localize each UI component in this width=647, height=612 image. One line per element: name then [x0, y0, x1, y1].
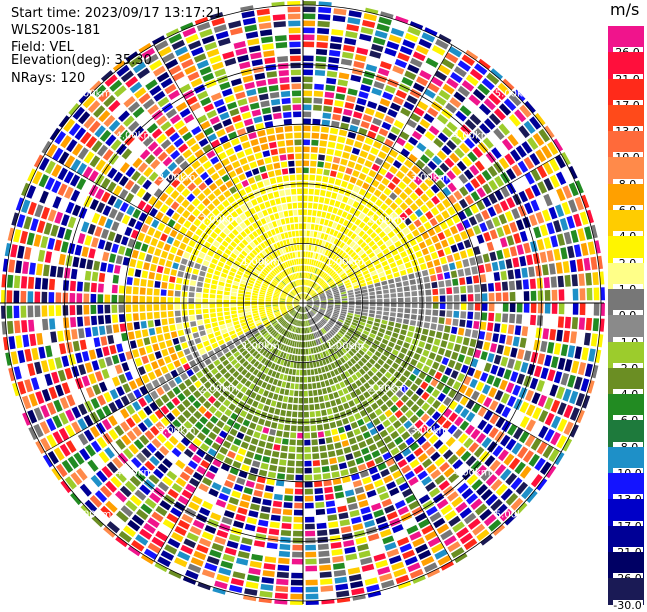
colorbar-cell: -30.0 [608, 578, 644, 611]
azimuth-spoke [305, 307, 453, 562]
colorbar-cell: 13.0 [608, 104, 644, 138]
range-ring-label: 3.00km [158, 173, 196, 184]
range-ring-label: 5.00km [495, 510, 533, 521]
colorbar-unit: m/s [610, 0, 640, 19]
range-ring-label: 3.00km [158, 425, 196, 436]
azimuth-spoke [44, 305, 299, 453]
colorbar-cell: -21.0 [608, 525, 644, 558]
colorbar-cell: 17.0 [608, 78, 644, 111]
azimuth-spoke [153, 307, 301, 562]
colorbar-cell: 21.0 [608, 52, 644, 85]
range-ring-label: 1.00km [242, 341, 280, 352]
azimuth-spoke [44, 153, 299, 301]
range-ring-label: 4.00km [453, 468, 491, 479]
ppi-range-rings [0, 0, 604, 604]
colorbar-cell: 10.0 [608, 131, 644, 164]
range-ring-label: 4.00km [453, 130, 491, 141]
colorbar-cell: -10.0 [608, 446, 644, 480]
colorbar-cell: 26.0 [608, 26, 644, 59]
azimuth-spoke [305, 44, 453, 299]
colorbar-cell: 8.0 [608, 157, 644, 190]
field-label: Field: VEL [11, 40, 74, 55]
ppi-gates [1, 1, 605, 605]
ppi-ring-labels: 1.00km 1.00km 1.00km 1.00km 2.00km 2.00km 2.00… [73, 88, 532, 520]
colorbar-cell: -13.0 [608, 473, 644, 506]
range-ring-label: 5.00km [73, 510, 111, 521]
range-ring-label: 1.00km [326, 341, 364, 352]
colorbar-tick-label: -30.0 [612, 598, 643, 612]
instrument-label: WLS200s-181 [11, 23, 101, 38]
colorbar-cell: 0.0 [608, 288, 644, 322]
range-ring-label: 3.00km [410, 425, 448, 436]
start-time-label: Start time: 2023/09/17 13:17:21 [11, 6, 223, 21]
colorbar-cell: -4.0 [608, 367, 644, 401]
range-ring-label: 4.00km [115, 468, 153, 479]
range-ring-label: 3.00km [410, 173, 448, 184]
range-ring-label: 5.00km [73, 88, 111, 99]
colorbar-cell: 2.0 [608, 236, 644, 269]
range-ring-label: 2.00km [368, 215, 406, 226]
nrays-label: NRays: 120 [11, 71, 86, 86]
colorbar-cell: -1.0 [608, 315, 644, 348]
azimuth-spoke [307, 305, 562, 453]
range-ring-label: 1.00km [242, 257, 280, 268]
range-ring-label: 1.00km [326, 257, 364, 268]
colorbar: 26.021.017.013.010.08.06.04.02.01.00.0-1… [608, 26, 644, 611]
colorbar-cell: 6.0 [608, 183, 644, 217]
colorbar-cell: 1.0 [608, 262, 644, 295]
range-ring-label: 4.00km [115, 130, 153, 141]
colorbar-cell: 4.0 [608, 210, 644, 243]
colorbar-cell: -26.0 [608, 551, 644, 585]
azimuth-spoke [153, 44, 301, 299]
range-ring-label: 2.00km [368, 383, 406, 394]
range-ring-label: 5.00km [495, 88, 533, 99]
range-ring-label: 2.00km [200, 383, 238, 394]
colorbar-cell: -8.0 [608, 420, 644, 453]
colorbar-cell: -17.0 [608, 499, 644, 532]
colorbar-cell: -6.0 [608, 394, 644, 427]
elevation-label: Elevation(deg): 35.30 [11, 53, 152, 68]
range-ring-label: 2.00km [200, 215, 238, 226]
colorbar-cell: -2.0 [608, 341, 644, 374]
azimuth-spoke [307, 153, 562, 301]
